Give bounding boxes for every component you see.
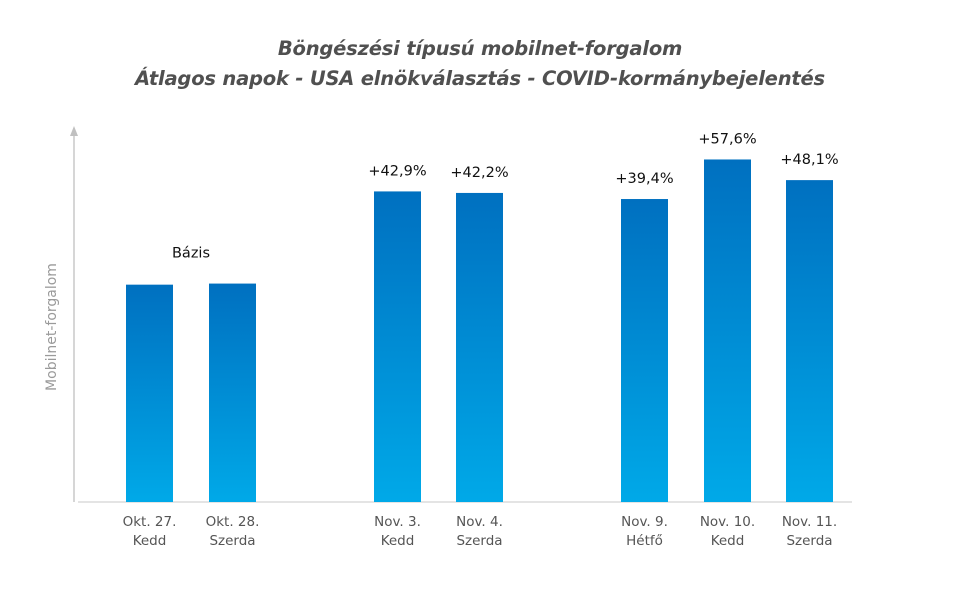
data-label: +42,2% xyxy=(450,165,508,181)
x-tick-sublabel: Szerda xyxy=(786,533,832,549)
bar-4 xyxy=(621,199,668,502)
y-axis-arrow-icon xyxy=(70,126,78,136)
bar-3 xyxy=(456,192,503,502)
chart-subtitle: Átlagos napok - USA elnökválasztás - COV… xyxy=(135,67,825,90)
x-tick-sublabel: Szerda xyxy=(456,533,502,549)
x-tick-label: Okt. 28. xyxy=(206,514,260,530)
chart-title: Böngészési típusú mobilnet-forgalom xyxy=(277,37,683,60)
x-tick-label: Okt. 27. xyxy=(123,514,177,530)
bar-2 xyxy=(374,191,421,502)
x-tick-sublabel: Hétfő xyxy=(626,533,663,549)
base-label: Bázis xyxy=(172,246,210,262)
bar-5 xyxy=(704,159,751,502)
data-label: +42,9% xyxy=(368,163,426,179)
x-tick-sublabel: Kedd xyxy=(381,533,415,549)
bar-6 xyxy=(786,180,833,502)
x-tick-sublabel: Kedd xyxy=(133,533,167,549)
bar-0 xyxy=(126,284,173,502)
data-label: +48,1% xyxy=(780,152,838,168)
x-tick-label: Nov. 11. xyxy=(782,514,837,530)
x-tick-label: Nov. 9. xyxy=(621,514,668,530)
y-axis-label: Mobilnet-forgalom xyxy=(44,263,60,391)
x-tick-label: Nov. 3. xyxy=(374,514,421,530)
x-tick-sublabel: Kedd xyxy=(711,533,745,549)
x-tick-label: Nov. 10. xyxy=(700,514,755,530)
data-label: +39,4% xyxy=(615,171,673,187)
x-tick-label: Nov. 4. xyxy=(456,514,503,530)
bar-1 xyxy=(209,283,256,502)
x-tick-sublabel: Szerda xyxy=(209,533,255,549)
data-label: +57,6% xyxy=(698,131,756,147)
